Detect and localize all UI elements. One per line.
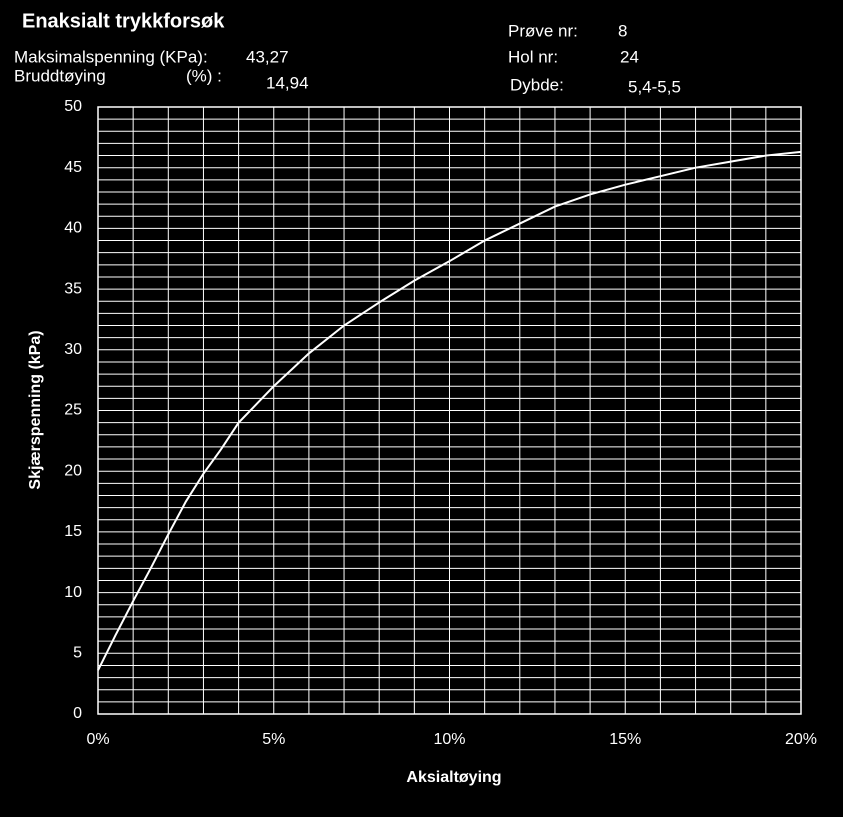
- depth-label: Dybde:: [510, 75, 564, 94]
- chart-title: Enaksialt trykkforsøk: [22, 10, 225, 32]
- y-tick-label: 45: [64, 159, 82, 176]
- y-tick-label: 50: [64, 98, 82, 115]
- x-tick-label: 10%: [433, 731, 465, 748]
- x-tick-label: 0%: [86, 731, 109, 748]
- y-axis-label: Skjærspenning (kPa): [27, 330, 44, 489]
- x-tick-label: 5%: [262, 731, 285, 748]
- sample-label: Prøve nr:: [508, 21, 578, 40]
- x-tick-label: 15%: [609, 731, 641, 748]
- hole-label: Hol nr:: [508, 47, 558, 66]
- y-tick-label: 5: [73, 645, 82, 662]
- x-axis-label: Aksialtøying: [406, 769, 501, 786]
- y-tick-label: 20: [64, 462, 82, 479]
- y-tick-label: 0: [73, 705, 82, 722]
- y-tick-label: 10: [64, 584, 82, 601]
- x-tick-label: 20%: [785, 731, 817, 748]
- y-tick-label: 40: [64, 220, 82, 237]
- max-value: 43,27: [246, 47, 289, 66]
- plot-border: [97, 106, 802, 715]
- hole-value: 24: [620, 47, 639, 66]
- strain-label: Bruddtøying: [14, 66, 106, 85]
- sample-value: 8: [618, 21, 627, 40]
- strain-unit: (%) :: [186, 66, 222, 85]
- data-line: [97, 150, 802, 671]
- strain-value: 14,94: [266, 73, 309, 92]
- y-tick-label: 35: [64, 280, 82, 297]
- y-tick-label: 30: [64, 341, 82, 358]
- y-tick-label: 15: [64, 523, 82, 540]
- max-label: Maksimalspenning (KPa):: [14, 47, 208, 66]
- depth-value: 5,4-5,5: [628, 77, 681, 96]
- y-tick-label: 25: [64, 402, 82, 419]
